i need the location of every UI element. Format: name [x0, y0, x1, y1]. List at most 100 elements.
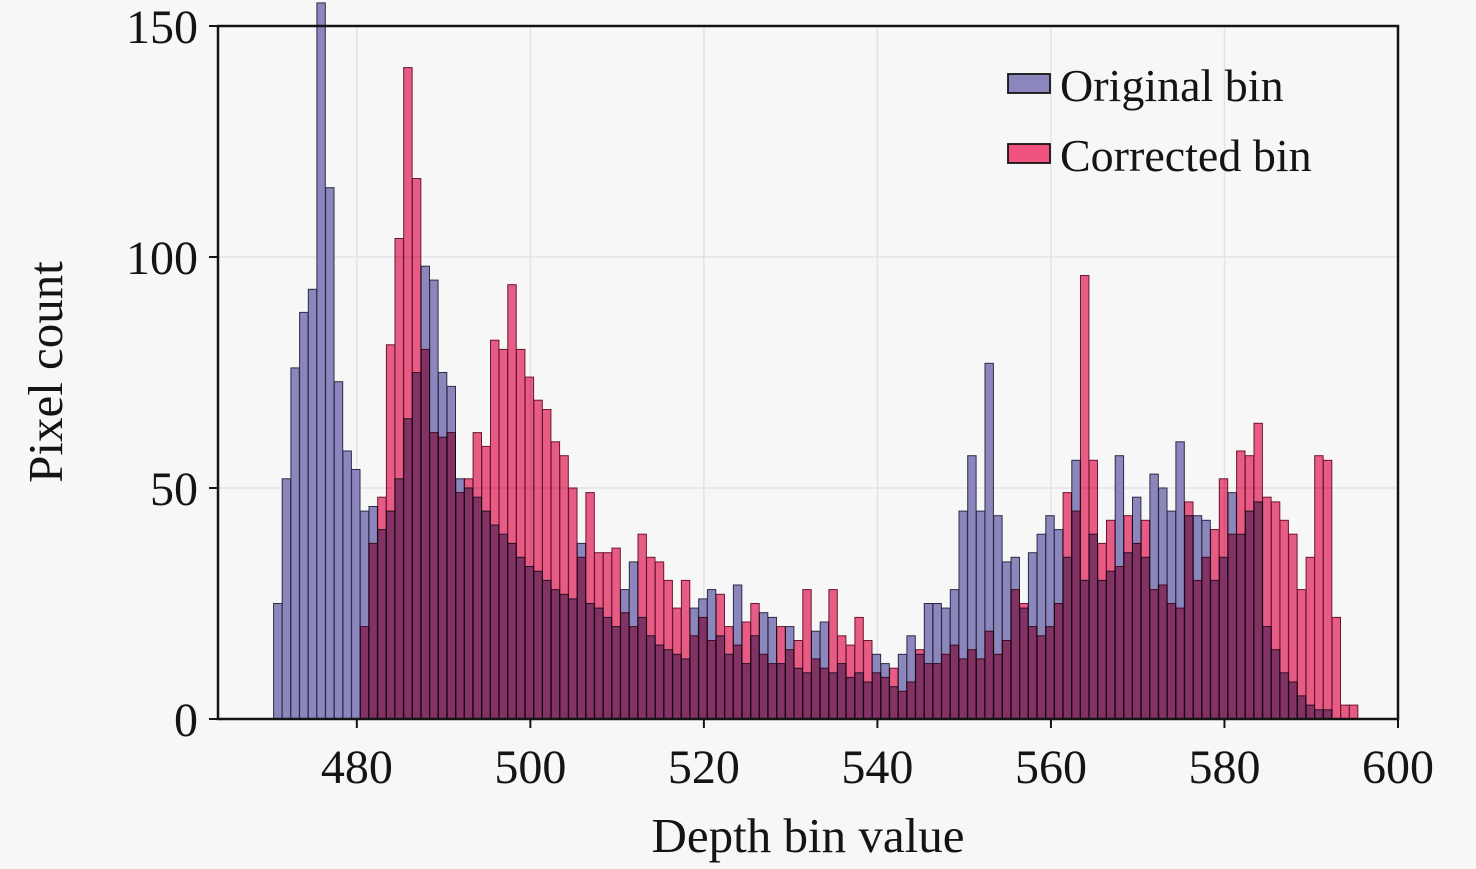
legend-label-corrected: Corrected bin: [1060, 130, 1312, 181]
bar-corrected: [594, 552, 604, 720]
bar-corrected: [880, 676, 890, 720]
bar-corrected: [793, 640, 803, 720]
x-tick-label: 560: [1015, 741, 1087, 794]
bar-corrected: [949, 644, 960, 720]
bar-corrected: [1132, 542, 1142, 720]
bar-corrected: [724, 626, 734, 720]
bar-corrected: [377, 496, 387, 720]
bar-corrected: [542, 409, 552, 720]
bar-corrected: [576, 556, 587, 720]
bar-corrected: [1062, 492, 1072, 720]
bar-corrected: [1201, 556, 1211, 720]
bar-corrected: [437, 436, 448, 720]
bar-corrected: [368, 542, 378, 720]
x-tick-label: 600: [1362, 741, 1434, 794]
bar-original: [281, 478, 292, 720]
bar-corrected: [1140, 519, 1151, 720]
y-tick-label: 0: [174, 694, 198, 747]
bar-corrected: [1340, 704, 1350, 720]
bar-corrected: [776, 626, 786, 720]
bar-corrected: [698, 616, 708, 720]
bar-corrected: [941, 653, 951, 720]
bar-corrected: [1080, 275, 1090, 720]
bar-corrected: [533, 399, 543, 720]
bar-corrected: [585, 492, 595, 720]
bar-corrected: [1088, 459, 1098, 720]
legend-swatch-corrected: [1007, 143, 1051, 164]
bar-corrected: [672, 607, 682, 720]
bar-corrected: [1296, 589, 1307, 720]
bar-corrected: [524, 376, 535, 720]
bar-original: [316, 2, 326, 720]
x-tick-label: 540: [841, 741, 913, 794]
bar-original: [273, 603, 283, 720]
y-axis-label: Pixel count: [18, 261, 73, 483]
bar-corrected: [1210, 529, 1220, 720]
axis-ticks: [209, 25, 1399, 728]
x-tick-label: 580: [1188, 741, 1260, 794]
bar-corrected: [828, 589, 838, 720]
bar-corrected: [568, 487, 578, 720]
bar-corrected: [516, 348, 526, 720]
bar-corrected: [1331, 616, 1341, 720]
bar-corrected: [411, 178, 422, 720]
bar-corrected: [689, 635, 699, 720]
bar-corrected: [455, 492, 465, 720]
bar-corrected: [1236, 450, 1246, 720]
legend-swatch-original: [1007, 73, 1051, 94]
bar-corrected: [420, 348, 431, 720]
bar-corrected: [863, 640, 873, 720]
bar-corrected: [1262, 496, 1272, 720]
y-tick-label: 150: [126, 1, 198, 54]
bar-corrected: [611, 547, 621, 720]
bar-corrected: [811, 658, 821, 720]
bar-corrected: [1027, 626, 1038, 720]
bar-corrected: [646, 556, 656, 720]
bar-corrected: [1288, 533, 1298, 720]
bar-corrected: [446, 432, 457, 720]
bar-corrected: [637, 533, 647, 720]
bar-corrected: [1036, 635, 1046, 720]
bar-corrected: [854, 616, 864, 720]
x-tick-label: 520: [668, 741, 740, 794]
bar-original: [351, 469, 361, 720]
bar-corrected: [1045, 626, 1055, 720]
legend-label-original: Original bin: [1060, 60, 1284, 111]
plot-border: [216, 24, 1400, 721]
bar-corrected: [1184, 501, 1194, 720]
bar-corrected: [750, 603, 760, 720]
bar-corrected: [359, 626, 370, 720]
bar-corrected: [871, 672, 882, 720]
bar-corrected: [481, 445, 491, 720]
bar-corrected: [1270, 501, 1281, 720]
plot-frame: [216, 24, 1400, 721]
bar-corrected: [663, 579, 673, 720]
bar-corrected: [385, 344, 396, 720]
bar-corrected: [1001, 640, 1012, 720]
bar-corrected: [1244, 455, 1255, 720]
bar-corrected: [897, 690, 908, 720]
bar-original: [333, 381, 344, 720]
bar-corrected: [932, 663, 942, 720]
bar-corrected: [1279, 519, 1289, 720]
bar-corrected: [1106, 519, 1116, 720]
bar-corrected: [463, 478, 474, 720]
bar-corrected: [706, 640, 717, 720]
bar-corrected: [1305, 556, 1315, 720]
bar-corrected: [1322, 459, 1333, 720]
bar-corrected: [767, 663, 777, 720]
bar-corrected: [394, 238, 404, 720]
x-tick-label: 500: [494, 741, 566, 794]
bar-corrected: [1071, 510, 1081, 720]
bar-corrected: [1166, 603, 1177, 720]
bar-corrected: [1053, 603, 1064, 720]
axis-tick-labels: 480 500 520 540 560 580 600 0 50 100 150: [126, 1, 1434, 794]
bar-corrected: [758, 653, 769, 720]
bar-corrected: [429, 432, 439, 720]
bar-corrected: [403, 67, 413, 720]
bar-corrected: [1158, 584, 1168, 720]
bar-corrected: [923, 663, 934, 720]
x-tick-label: 480: [321, 741, 393, 794]
bar-corrected: [1192, 579, 1203, 720]
bar-original: [325, 187, 335, 720]
